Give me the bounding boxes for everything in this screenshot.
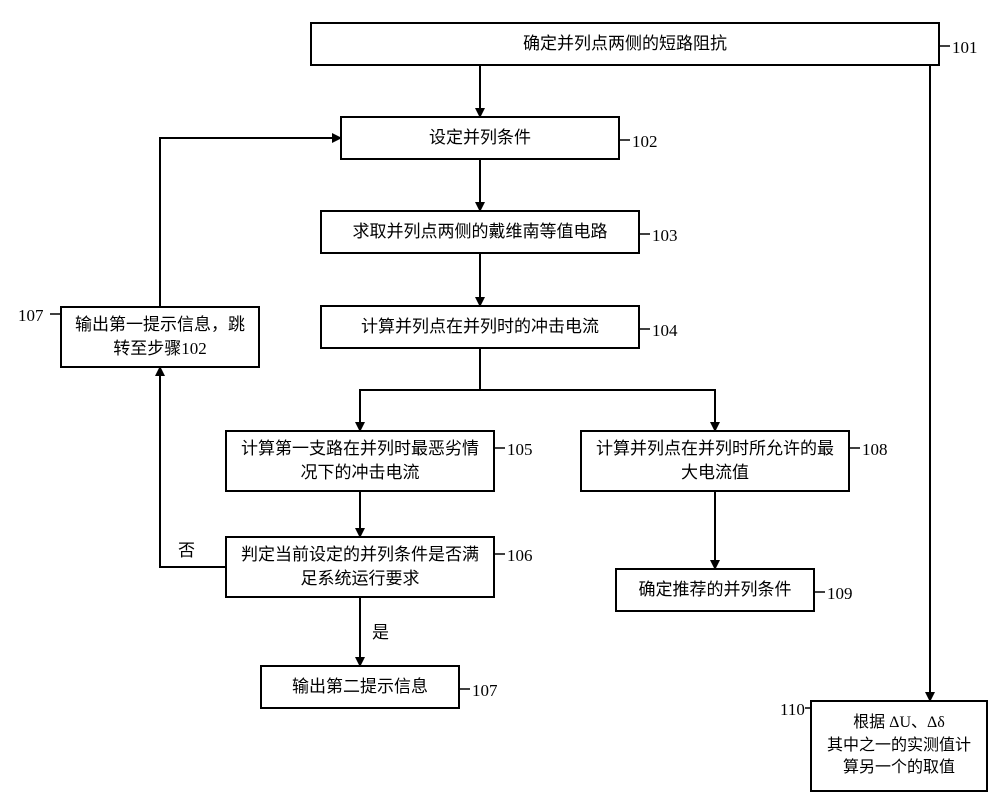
tag-106: 106 [507,546,533,566]
node-101-text: 确定并列点两侧的短路阻抗 [523,32,727,56]
node-103: 求取并列点两侧的戴维南等值电路 [320,210,640,254]
node-110: 根据 ΔU、Δδ 其中之一的实测值计算另一个的取值 [810,700,988,792]
node-105: 计算第一支路在并列时最恶劣情况下的冲击电流 [225,430,495,492]
node-101: 确定并列点两侧的短路阻抗 [310,22,940,66]
node-106-text: 判定当前设定的并列条件是否满足系统运行要求 [237,543,483,591]
edge-label-e106-107l: 否 [178,541,195,560]
edge-e106-107l [160,368,225,567]
tag-101: 101 [952,38,978,58]
tag-105: 105 [507,440,533,460]
node-109-text: 确定推荐的并列条件 [639,578,792,602]
tag-107r: 107 [472,681,498,701]
node-104-text: 计算并列点在并列时的冲击电流 [361,315,599,339]
tag-104: 104 [652,321,678,341]
node-106: 判定当前设定的并列条件是否满足系统运行要求 [225,536,495,598]
node-104: 计算并列点在并列时的冲击电流 [320,305,640,349]
tag-102: 102 [632,132,658,152]
tag-108: 108 [862,440,888,460]
node-108: 计算并列点在并列时所允许的最大电流值 [580,430,850,492]
node-102: 设定并列条件 [340,116,620,160]
node-107-right: 输出第二提示信息 [260,665,460,709]
tag-107l: 107 [18,306,44,326]
node-109: 确定推荐的并列条件 [615,568,815,612]
node-107l-text: 输出第一提示信息，跳转至步骤102 [72,313,248,361]
tag-110: 110 [780,700,805,720]
node-107r-text: 输出第二提示信息 [292,675,428,699]
edge-e107l-102 [160,138,340,306]
node-105-text: 计算第一支路在并列时最恶劣情况下的冲击电流 [237,437,483,485]
node-103-text: 求取并列点两侧的戴维南等值电路 [353,220,608,244]
node-110-text: 根据 ΔU、Δδ 其中之一的实测值计算另一个的取值 [822,712,976,779]
tag-103: 103 [652,226,678,246]
edge-label-e106-107r: 是 [372,623,389,642]
node-108-text: 计算并列点在并列时所允许的最大电流值 [592,437,838,485]
edge-e104-split-105 [360,349,480,430]
node-102-text: 设定并列条件 [429,126,531,150]
edge-e104-split-108 [480,349,715,430]
node-107-left: 输出第一提示信息，跳转至步骤102 [60,306,260,368]
tag-109: 109 [827,584,853,604]
